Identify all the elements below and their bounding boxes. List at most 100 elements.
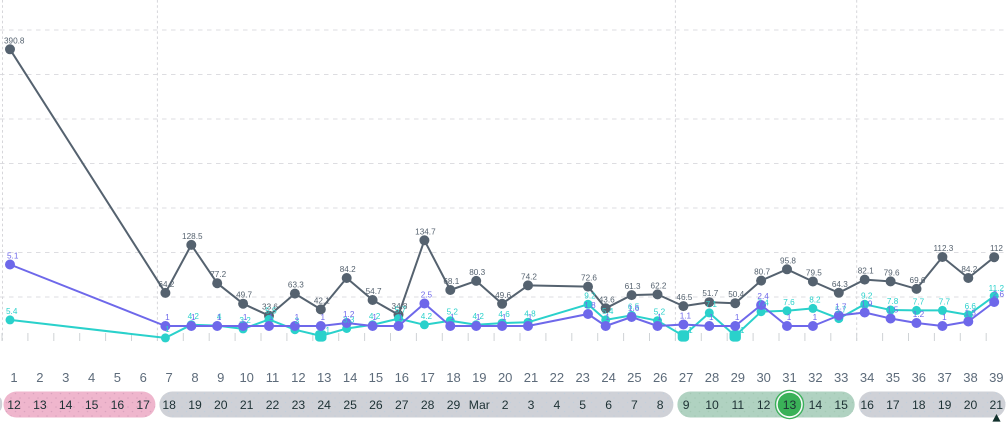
svg-text:14: 14 [343,370,357,385]
svg-text:84.2: 84.2 [340,265,356,274]
svg-text:17: 17 [420,370,434,385]
svg-text:1.2: 1.2 [343,310,355,319]
svg-text:1.7: 1.7 [835,303,847,312]
svg-text:10: 10 [705,398,719,412]
svg-text:1: 1 [295,313,300,322]
svg-text:112.3: 112.3 [933,244,953,253]
svg-text:9: 9 [683,398,690,412]
svg-text:16: 16 [395,370,409,385]
svg-text:1: 1 [657,313,662,322]
svg-text:15: 15 [85,398,99,412]
svg-text:1: 1 [398,313,403,322]
svg-text:17: 17 [136,398,150,412]
svg-text:49.6: 49.6 [495,291,511,300]
svg-text:64.2: 64.2 [158,280,174,289]
svg-text:54.7: 54.7 [366,287,382,296]
svg-text:62.2: 62.2 [651,281,667,290]
svg-text:15: 15 [834,398,848,412]
svg-text:1.3: 1.3 [965,309,977,318]
svg-text:28: 28 [421,398,435,412]
svg-text:2: 2 [502,398,509,412]
svg-text:1: 1 [243,313,248,322]
svg-text:1: 1 [191,313,196,322]
svg-text:21: 21 [240,398,254,412]
svg-text:50.4: 50.4 [728,290,744,299]
svg-text:33: 33 [834,370,848,385]
svg-text:12: 12 [757,398,771,412]
svg-text:7.7: 7.7 [939,297,951,306]
svg-text:22: 22 [550,370,564,385]
svg-text:1: 1 [528,313,533,322]
svg-text:2.5: 2.5 [421,291,433,300]
svg-text:12: 12 [7,398,21,412]
svg-text:29: 29 [731,370,745,385]
svg-text:19: 19 [938,398,952,412]
svg-text:1: 1 [735,313,740,322]
svg-text:26: 26 [653,370,667,385]
svg-text:1: 1 [217,313,222,322]
svg-text:80.7: 80.7 [754,268,770,277]
svg-text:14: 14 [59,398,73,412]
svg-text:2: 2 [36,370,43,385]
svg-text:42.1: 42.1 [314,296,330,305]
svg-text:24: 24 [601,370,615,385]
svg-text:29: 29 [447,398,461,412]
svg-text:19: 19 [188,398,202,412]
svg-text:79.6: 79.6 [884,268,900,277]
svg-text:1: 1 [450,313,455,322]
svg-text:1.5: 1.5 [887,306,899,315]
svg-text:1.6: 1.6 [628,304,640,313]
svg-text:20: 20 [214,398,228,412]
svg-text:7.1: 7.1 [706,300,718,309]
svg-text:82.1: 82.1 [858,267,874,276]
svg-text:5.5: 5.5 [265,306,277,315]
svg-text:34: 34 [860,370,874,385]
svg-text:1: 1 [10,370,17,385]
svg-text:22: 22 [266,398,280,412]
svg-text:12: 12 [291,370,305,385]
svg-text:1: 1 [326,326,331,335]
svg-text:16: 16 [860,398,874,412]
svg-text:7.7: 7.7 [913,297,925,306]
svg-text:1: 1 [165,313,170,322]
svg-text:1: 1 [688,326,693,335]
svg-text:4.6: 4.6 [498,310,510,319]
svg-text:18: 18 [446,370,460,385]
svg-text:1: 1 [813,313,818,322]
svg-text:5.2: 5.2 [654,308,666,317]
svg-text:11: 11 [731,398,744,412]
svg-text:3: 3 [528,398,535,412]
svg-text:4.8: 4.8 [524,309,536,318]
svg-text:390.8: 390.8 [4,36,25,45]
svg-text:2.4: 2.4 [757,292,769,301]
svg-text:77.2: 77.2 [210,270,226,279]
svg-text:79.5: 79.5 [806,269,822,278]
svg-text:10: 10 [239,370,253,385]
svg-text:23: 23 [292,398,306,412]
svg-text:14: 14 [809,398,823,412]
svg-text:1: 1 [787,313,792,322]
svg-text:3: 3 [62,370,69,385]
svg-text:23: 23 [575,370,589,385]
svg-text:32: 32 [808,370,822,385]
svg-text:27: 27 [679,370,693,385]
svg-text:26: 26 [369,398,383,412]
svg-text:20: 20 [498,370,512,385]
svg-text:39: 39 [989,370,1003,385]
svg-text:4: 4 [554,398,561,412]
svg-text:28: 28 [705,370,719,385]
svg-text:4.2: 4.2 [188,312,200,321]
svg-text:4.2: 4.2 [421,312,433,321]
svg-text:11: 11 [266,370,280,385]
svg-text:128.5: 128.5 [182,232,203,241]
svg-text:1: 1 [942,313,947,322]
svg-text:1: 1 [605,313,610,322]
svg-text:43.6: 43.6 [599,295,615,304]
svg-text:6: 6 [140,370,147,385]
svg-text:134.7: 134.7 [415,227,436,236]
svg-text:4.2: 4.2 [369,312,381,321]
svg-text:7.6: 7.6 [783,298,795,307]
svg-text:74.2: 74.2 [521,272,537,281]
svg-text:21: 21 [524,370,538,385]
svg-text:7.4: 7.4 [757,299,769,308]
